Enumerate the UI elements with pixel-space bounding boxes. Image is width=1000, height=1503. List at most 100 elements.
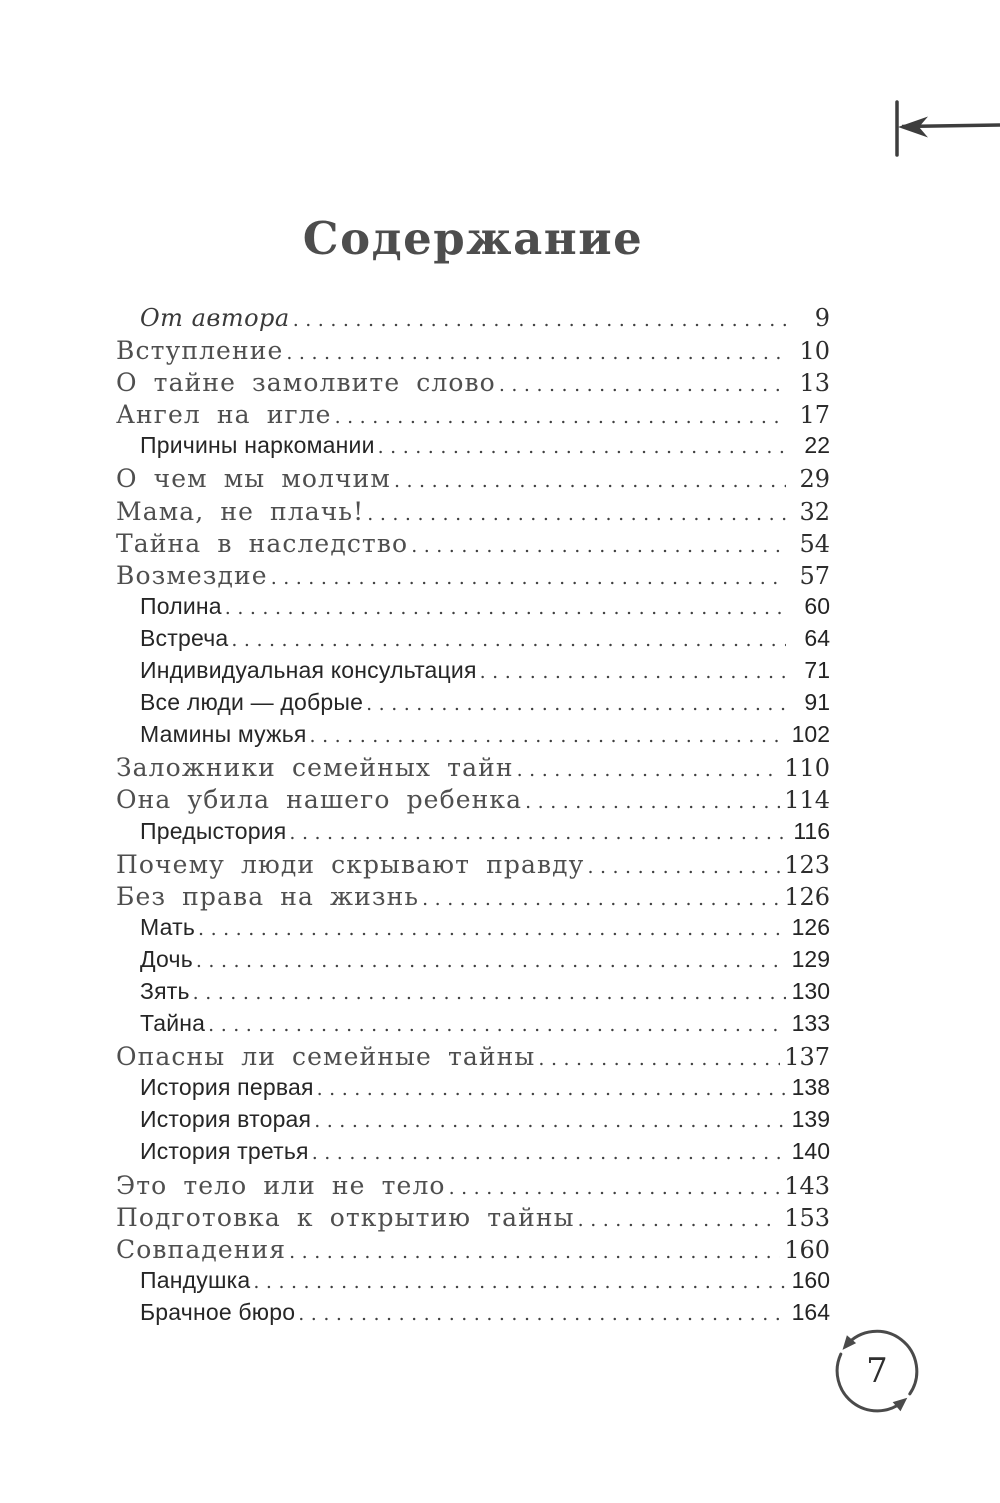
dot-leader	[367, 503, 786, 525]
toc-entry-label: Причины наркомании	[140, 432, 375, 459]
dot-leader	[289, 822, 786, 844]
toc-entry-label: Пандушка	[140, 1266, 251, 1293]
dot-leader	[253, 1271, 786, 1293]
toc-entry: Все люди — добрые 91	[116, 689, 830, 721]
toc-entry-label: Зять	[140, 977, 190, 1004]
dot-leader	[422, 888, 780, 910]
toc-entry-label: Предыстория	[140, 817, 287, 844]
toc-entry-label: История первая	[140, 1074, 314, 1101]
toc-entry: История вторая 139	[116, 1106, 830, 1138]
toc-entry-page: 137	[784, 1043, 830, 1072]
dot-leader	[317, 1078, 786, 1100]
toc-entry-page: 17	[799, 401, 830, 430]
dot-leader	[193, 982, 786, 1004]
toc-entry: Мамины мужья 102	[116, 721, 830, 753]
dot-leader	[231, 629, 786, 651]
toc-entry-page: 114	[784, 786, 830, 815]
dot-leader	[499, 374, 786, 396]
toc-entry-page: 123	[784, 850, 830, 879]
toc-entry-label: Подготовка к открытию тайны	[116, 1202, 575, 1232]
toc-entry-page: 13	[799, 369, 830, 398]
toc-entry-label: История вторая	[140, 1106, 312, 1133]
toc-entry-page: 143	[784, 1171, 830, 1200]
toc-entry: Мама, не плачь! 32	[116, 497, 830, 529]
toc-entry: Брачное бюро 164	[116, 1299, 830, 1331]
toc-entry-page: 116	[793, 817, 830, 844]
toc-entry: Причины наркомании 22	[116, 432, 830, 464]
toc-entry-label: Возмездие	[116, 560, 268, 590]
toc-entry-label: Индивидуальная консультация	[140, 657, 477, 684]
toc-entry-page: 60	[804, 592, 830, 619]
toc-entry: Тайна в наследство 54	[116, 529, 830, 561]
toc-entry-label: Мать	[140, 913, 196, 940]
toc-entry: Возмездие 57	[116, 561, 830, 593]
dot-leader	[525, 791, 780, 813]
toc-entry-label: История третья	[140, 1138, 309, 1165]
toc-entry: От автора 9	[116, 304, 830, 336]
toc-entry: Мать 126	[116, 914, 830, 946]
toc-entry-page: 138	[791, 1074, 830, 1101]
toc-entry-label: Совпадения	[116, 1234, 287, 1264]
toc-entry-label: Тайна	[140, 1010, 206, 1037]
toc-entry-label: Заложники семейных тайн	[116, 753, 514, 783]
toc-entry-page: 140	[791, 1138, 830, 1165]
page-number: 7	[866, 1351, 888, 1391]
toc-entry: История первая 138	[116, 1074, 830, 1106]
toc-entry-page: 29	[799, 465, 830, 494]
toc-entry-page: 164	[791, 1298, 830, 1325]
dot-leader	[198, 918, 786, 940]
toc-entry: Вступление 10	[116, 336, 830, 368]
toc-entry-page: 32	[799, 497, 830, 526]
dot-leader	[298, 1303, 786, 1325]
margin-arrow-icon	[895, 100, 1000, 157]
dot-leader	[366, 693, 786, 715]
toc-entry: Она убила нашего ребенка 114	[116, 785, 830, 817]
toc-entry-page: 9	[814, 304, 830, 332]
toc-entry-label: Дочь	[140, 945, 193, 972]
toc-entry-label: Полина	[140, 592, 222, 619]
toc-entry-label: От автора	[140, 304, 290, 332]
dot-leader	[293, 309, 786, 331]
dot-leader	[394, 470, 786, 492]
toc-entry-page: 54	[799, 529, 830, 558]
toc-entry-page: 22	[804, 432, 830, 459]
toc-entry-label: Мама, не плачь!	[116, 496, 365, 526]
toc-entry: Совпадения 160	[116, 1235, 830, 1267]
toc-entry: Почему люди скрывают правду 123	[116, 850, 830, 882]
toc-entry-page: 160	[791, 1266, 830, 1293]
dot-leader	[378, 436, 786, 458]
toc-entry-page: 160	[784, 1235, 830, 1264]
toc-entry-label: Встреча	[140, 624, 229, 651]
page-number-block: 7	[818, 1312, 936, 1430]
toc-entry: Без права на жизнь 126	[116, 882, 830, 914]
toc-entry: Зять 130	[116, 978, 830, 1010]
toc-entry-page: 126	[784, 882, 830, 911]
toc-entry-label: Все люди — добрые	[140, 689, 364, 716]
toc-entry: История третья 140	[116, 1138, 830, 1170]
toc-entry: Полина 60	[116, 593, 830, 625]
toc-entry-page: 102	[791, 721, 830, 748]
dot-leader	[411, 535, 786, 557]
dot-leader	[312, 1142, 786, 1164]
toc-entry-page: 139	[791, 1106, 830, 1133]
toc-entry-page: 10	[799, 337, 830, 366]
dot-leader	[225, 597, 786, 619]
toc-entry-label: Это тело или не тело	[116, 1170, 446, 1200]
dot-leader	[578, 1209, 781, 1231]
circle-annotation-icon	[835, 1329, 919, 1413]
dot-leader	[310, 725, 786, 747]
dot-leader	[314, 1110, 786, 1132]
toc-entry-label: Почему люди скрывают правду	[116, 849, 585, 879]
toc-entry: Заложники семейных тайн 110	[116, 753, 830, 785]
toc-entry: Дочь 129	[116, 946, 830, 978]
toc-entry: Пандушка 160	[116, 1267, 830, 1299]
toc-entry-label: Брачное бюро	[140, 1298, 296, 1325]
toc-entry-page: 71	[804, 657, 830, 684]
dot-leader	[196, 950, 786, 972]
toc-entry-label: О тайне замолвите слово	[116, 368, 496, 398]
toc-entry: Тайна 133	[116, 1010, 830, 1042]
toc-entry-page: 133	[791, 1010, 830, 1037]
toc-entry-page: 57	[799, 561, 830, 590]
dot-leader	[335, 406, 786, 428]
